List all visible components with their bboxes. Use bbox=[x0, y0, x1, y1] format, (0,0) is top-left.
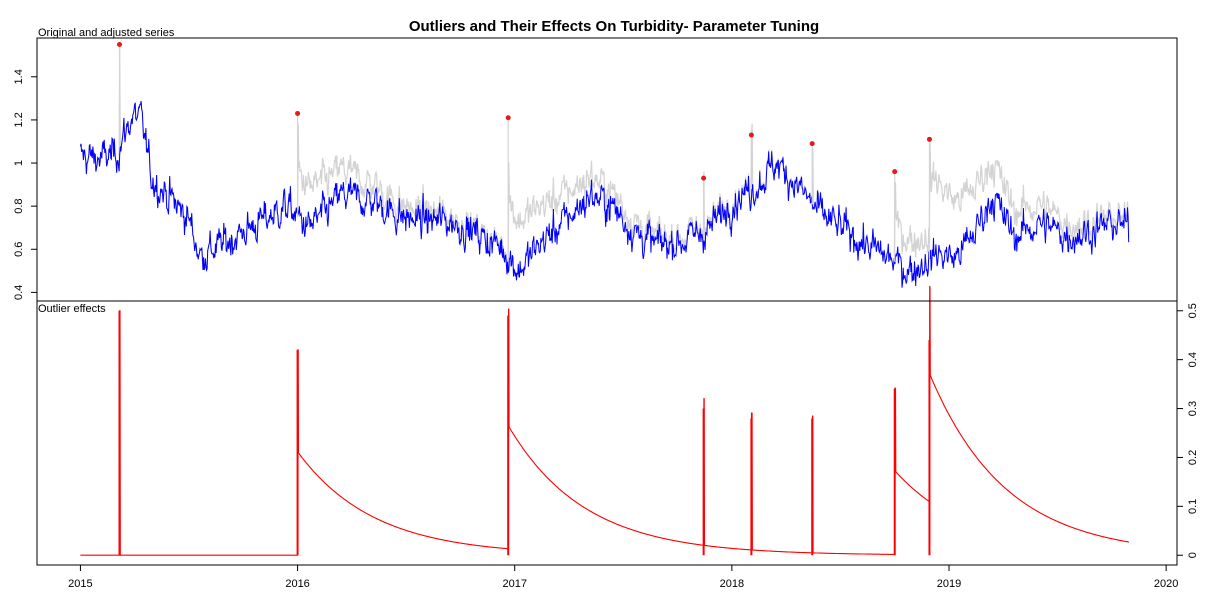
bottom-panel-frame bbox=[36, 300, 1178, 566]
top-panel: Original and adjusted series 0.4 0.6 0.8 1 1… bbox=[13, 27, 1178, 302]
y-tick-label: 1.4 bbox=[13, 69, 25, 84]
y-tick-label: 0.4 bbox=[1187, 352, 1199, 367]
top-panel-series bbox=[79, 41, 1130, 288]
outlier-point bbox=[748, 132, 754, 138]
y-tick-label: 0.5 bbox=[1187, 303, 1199, 318]
x-axis: 2015 2016 2017 2018 2019 2020 bbox=[68, 564, 1178, 590]
x-tick-label: 2016 bbox=[285, 578, 309, 590]
outlier-effects-line bbox=[80, 285, 1130, 556]
adjusted-series-line bbox=[79, 101, 1130, 288]
y-tick-label: 1 bbox=[13, 160, 25, 166]
top-panel-y-axis: 0.4 0.6 0.8 1 1.2 1.4 bbox=[13, 69, 37, 300]
outlier-point bbox=[892, 169, 898, 175]
y-tick-label: 0.1 bbox=[1187, 499, 1199, 514]
outlier-point bbox=[809, 141, 815, 147]
y-tick-label: 0.6 bbox=[13, 242, 25, 257]
y-tick-label: 0.4 bbox=[13, 285, 25, 300]
y-tick-label: 0.2 bbox=[1187, 450, 1199, 465]
x-tick-label: 2018 bbox=[720, 578, 744, 590]
bottom-panel-series bbox=[80, 285, 1130, 556]
top-panel-frame bbox=[36, 37, 1178, 302]
bottom-panel: Outlier effects 0 0.1 0.2 0.3 0.4 0.5 bbox=[36, 285, 1199, 566]
x-tick-label: 2020 bbox=[1154, 578, 1178, 590]
outlier-point bbox=[117, 41, 123, 47]
bottom-panel-label: Outlier effects bbox=[38, 303, 106, 315]
x-tick-label: 2017 bbox=[502, 578, 526, 590]
outlier-point bbox=[295, 110, 301, 116]
outlier-point bbox=[701, 175, 707, 181]
bottom-panel-y-axis: 0 0.1 0.2 0.3 0.4 0.5 bbox=[1177, 303, 1199, 558]
top-panel-label: Original and adjusted series bbox=[38, 27, 175, 39]
outlier-point bbox=[926, 136, 932, 142]
outlier-point bbox=[505, 115, 511, 121]
x-tick-label: 2019 bbox=[937, 578, 961, 590]
y-tick-label: 0 bbox=[1187, 552, 1199, 558]
y-tick-label: 1.2 bbox=[13, 112, 25, 127]
x-tick-label: 2015 bbox=[68, 578, 92, 590]
y-tick-label: 0.3 bbox=[1187, 401, 1199, 416]
chart-title: Outliers and Their Effects On Turbidity-… bbox=[409, 18, 819, 35]
y-tick-label: 0.8 bbox=[13, 198, 25, 213]
